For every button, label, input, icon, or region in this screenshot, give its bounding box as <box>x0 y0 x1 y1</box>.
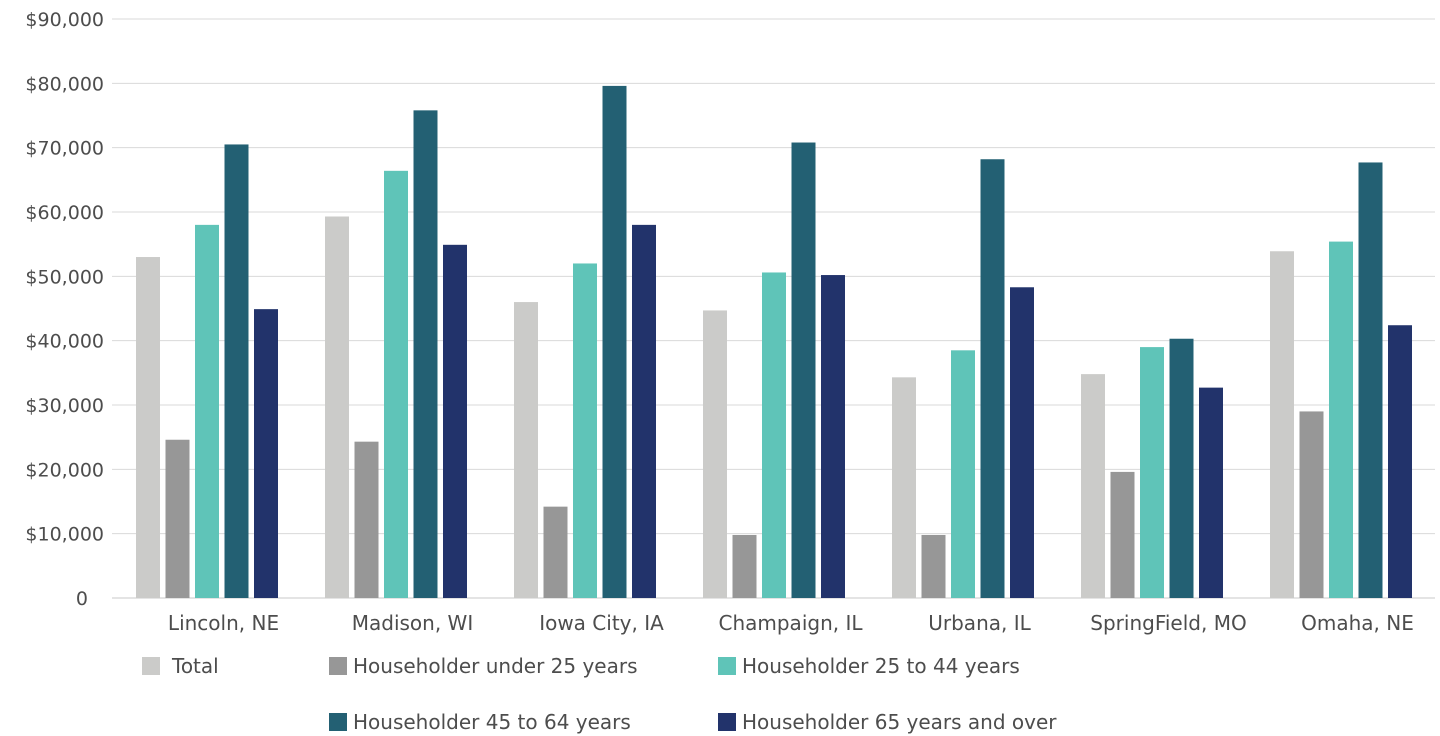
bar <box>821 275 845 598</box>
y-tick-label: $40,000 <box>25 331 104 353</box>
legend-label: Householder 65 years and over <box>742 710 1057 734</box>
bar <box>951 350 975 598</box>
bar <box>732 534 757 598</box>
bar <box>1081 374 1105 598</box>
y-tick-label: $50,000 <box>25 266 104 288</box>
bar <box>1270 251 1294 598</box>
bars <box>136 85 1412 599</box>
bar <box>136 257 160 598</box>
bar <box>443 244 467 598</box>
legend: Total Householder under 25 years Household… <box>142 654 1057 734</box>
bar <box>632 224 656 598</box>
x-tick-label: Iowa City, IA <box>539 611 664 635</box>
bar <box>762 272 786 598</box>
x-tick-label: Champaign, IL <box>718 611 863 635</box>
x-tick-label: Omaha, NE <box>1301 611 1414 635</box>
bar <box>1358 162 1383 599</box>
legend-label: Householder under 25 years <box>353 654 638 678</box>
y-tick-label: $70,000 <box>25 138 104 160</box>
bar <box>1388 325 1412 598</box>
legend-swatch <box>142 657 160 675</box>
y-tick-label: $90,000 <box>25 9 104 31</box>
legend-swatch <box>329 713 347 731</box>
y-tick-label: 0 <box>76 588 88 610</box>
legend-label: Householder 25 to 44 years <box>742 654 1020 678</box>
x-tick-label: Lincoln, NE <box>168 611 279 635</box>
bar <box>791 142 816 598</box>
y-tick-label: $80,000 <box>25 73 104 95</box>
x-tick-label: SpringField, MO <box>1090 611 1246 635</box>
bar <box>354 441 379 598</box>
bar <box>543 506 568 598</box>
legend-label: Householder 45 to 64 years <box>353 710 631 734</box>
y-tick-label: $20,000 <box>25 459 104 481</box>
bar <box>195 224 219 598</box>
bar <box>703 310 727 598</box>
x-axis-tick-labels: Lincoln, NE Madison, WI Iowa City, IA Champ… <box>168 611 1414 635</box>
y-axis-tick-labels: 0 $10,000 $20,000 $30,000 $40,000 $50,000 $60,… <box>25 9 104 610</box>
x-tick-label: Urbana, IL <box>928 611 1031 635</box>
bar <box>1169 338 1194 598</box>
bar <box>1299 411 1324 598</box>
legend-swatch <box>718 713 736 731</box>
bar <box>514 302 538 598</box>
legend-label: Total <box>171 654 219 678</box>
bar <box>1110 471 1135 598</box>
bar <box>224 144 249 598</box>
bar <box>1329 241 1353 599</box>
bar <box>980 159 1005 598</box>
bar <box>413 110 438 598</box>
y-tick-label: $60,000 <box>25 202 104 224</box>
legend-swatch <box>329 657 347 675</box>
bar <box>254 309 278 598</box>
bar <box>602 85 627 598</box>
x-tick-label: Madison, WI <box>352 611 473 635</box>
bar <box>1199 387 1223 598</box>
y-tick-label: $30,000 <box>25 395 104 417</box>
bar <box>892 377 916 598</box>
bar <box>921 534 946 598</box>
bar <box>165 439 190 598</box>
legend-swatch <box>718 657 736 675</box>
bar <box>325 216 349 598</box>
bar <box>573 263 597 598</box>
bar <box>1010 287 1034 598</box>
bar <box>1140 347 1164 598</box>
bar <box>384 170 408 598</box>
y-tick-label: $10,000 <box>25 524 104 546</box>
